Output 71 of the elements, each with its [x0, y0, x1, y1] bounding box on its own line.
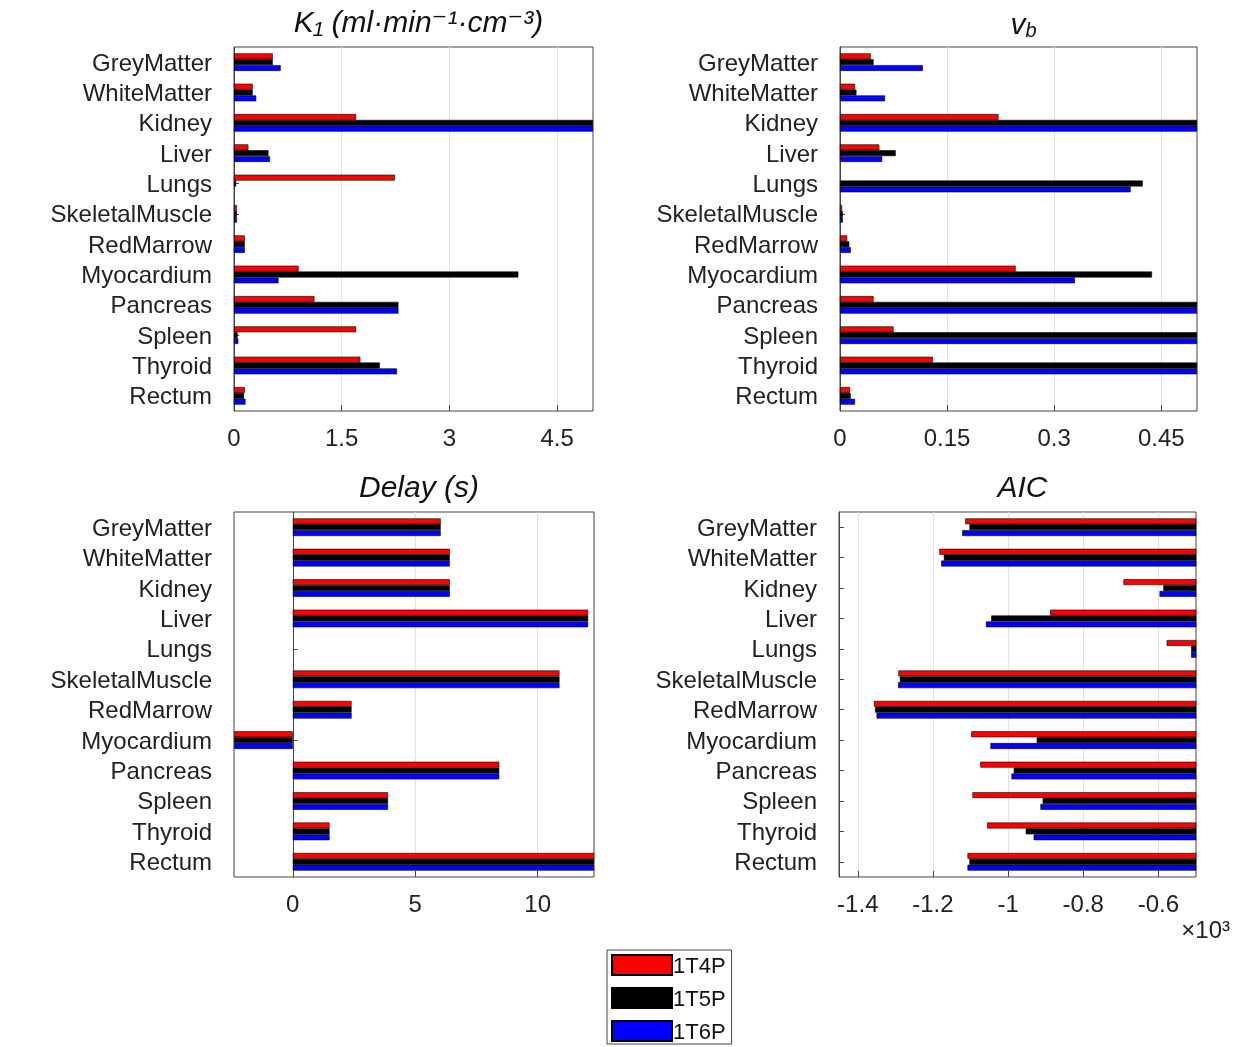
y-tick-label: Liver — [159, 604, 212, 632]
y-tick-label: WhiteMatter — [687, 544, 817, 572]
y-tick-label: Lungs — [146, 170, 212, 197]
y-tick-label: Rectum — [735, 382, 818, 410]
y-tick-label: Kidney — [744, 109, 818, 137]
y-tick-label: Liver — [765, 139, 818, 167]
x-tick-label: 4.5 — [540, 423, 574, 451]
y-tick-label: Thyroid — [736, 817, 817, 845]
x-tick-label: -0.6 — [1137, 889, 1180, 917]
y-tick-label: Rectum — [129, 382, 212, 410]
y-tick-label: SkeletalMuscle — [655, 665, 817, 693]
y-tick-label: Pancreas — [110, 291, 212, 319]
y-tick-label: Myocardium — [687, 261, 818, 288]
chart-title: Delay (s) — [358, 469, 480, 503]
legend-label: 1T6P — [673, 1018, 726, 1044]
y-tick-label: Spleen — [137, 321, 212, 349]
y-tick-label: Kidney — [138, 574, 212, 602]
x-tick-label: -0.8 — [1062, 889, 1104, 917]
y-tick-label: Lungs — [751, 635, 817, 663]
y-tick-label: Spleen — [742, 787, 817, 815]
y-tick-label: WhiteMatter — [82, 79, 212, 106]
y-tick-label: Kidney — [743, 574, 817, 602]
y-tick-label: Rectum — [129, 848, 212, 876]
y-tick-label: RedMarrow — [87, 696, 213, 724]
x-tick-label: -1 — [997, 889, 1019, 917]
y-tick-label: Spleen — [137, 787, 212, 815]
x-tick-label: -1.2 — [912, 889, 954, 917]
y-tick-label: Thyroid — [737, 352, 818, 379]
y-tick-label: Myocardium — [81, 261, 212, 288]
y-tick-label: Myocardium — [686, 726, 817, 754]
y-tick-label: Pancreas — [715, 757, 817, 785]
x-tick-label: 0 — [286, 889, 300, 917]
x-tick-label: 1.5 — [325, 423, 359, 451]
y-tick-label: Kidney — [138, 109, 212, 137]
y-tick-label: Lungs — [146, 635, 212, 663]
y-tick-label: Liver — [159, 139, 212, 167]
legend-label: 1T5P — [673, 985, 726, 1011]
y-tick-label: GreyMatter — [91, 513, 212, 541]
y-tick-label: WhiteMatter — [82, 544, 212, 572]
y-tick-label: RedMarrow — [692, 696, 818, 724]
y-tick-label: SkeletalMuscle — [656, 200, 818, 228]
y-tick-label: Thyroid — [131, 817, 212, 845]
text: ×10³ — [1181, 915, 1231, 943]
y-tick-label: SkeletalMuscle — [50, 200, 212, 228]
y-tick-label: GreyMatter — [696, 513, 817, 541]
y-tick-label: Thyroid — [131, 352, 212, 379]
y-tick-label: RedMarrow — [693, 230, 819, 258]
y-tick-label: Rectum — [734, 848, 817, 876]
x-tick-label: 0 — [833, 423, 847, 451]
x-tick-label: 3 — [442, 423, 457, 451]
y-tick-label: GreyMatter — [697, 48, 818, 76]
x-tick-label: 10 — [524, 889, 552, 917]
x-tick-label: 0.3 — [1037, 423, 1071, 451]
legend-label: 1T4P — [673, 952, 726, 978]
x-tick-label: 0.45 — [1137, 423, 1185, 451]
y-tick-label: WhiteMatter — [688, 79, 818, 106]
y-tick-label: Liver — [764, 604, 817, 632]
y-tick-label: Spleen — [743, 321, 818, 349]
x-tick-label: 0.15 — [923, 423, 971, 451]
x-tick-label: -1.4 — [837, 889, 879, 917]
x-tick-label: 5 — [408, 889, 422, 917]
y-tick-label: GreyMatter — [91, 48, 212, 76]
y-tick-label: Pancreas — [716, 291, 818, 319]
x-tick-label: 0 — [227, 423, 241, 451]
chart-title: K₁ (ml·min⁻¹·cm⁻³) — [293, 4, 544, 38]
y-tick-label: SkeletalMuscle — [50, 665, 212, 693]
chart-title: AIC — [995, 469, 1048, 503]
y-tick-label: Lungs — [752, 170, 818, 197]
y-tick-label: RedMarrow — [87, 230, 213, 258]
y-tick-label: Pancreas — [110, 757, 212, 785]
y-tick-label: Myocardium — [81, 726, 212, 754]
